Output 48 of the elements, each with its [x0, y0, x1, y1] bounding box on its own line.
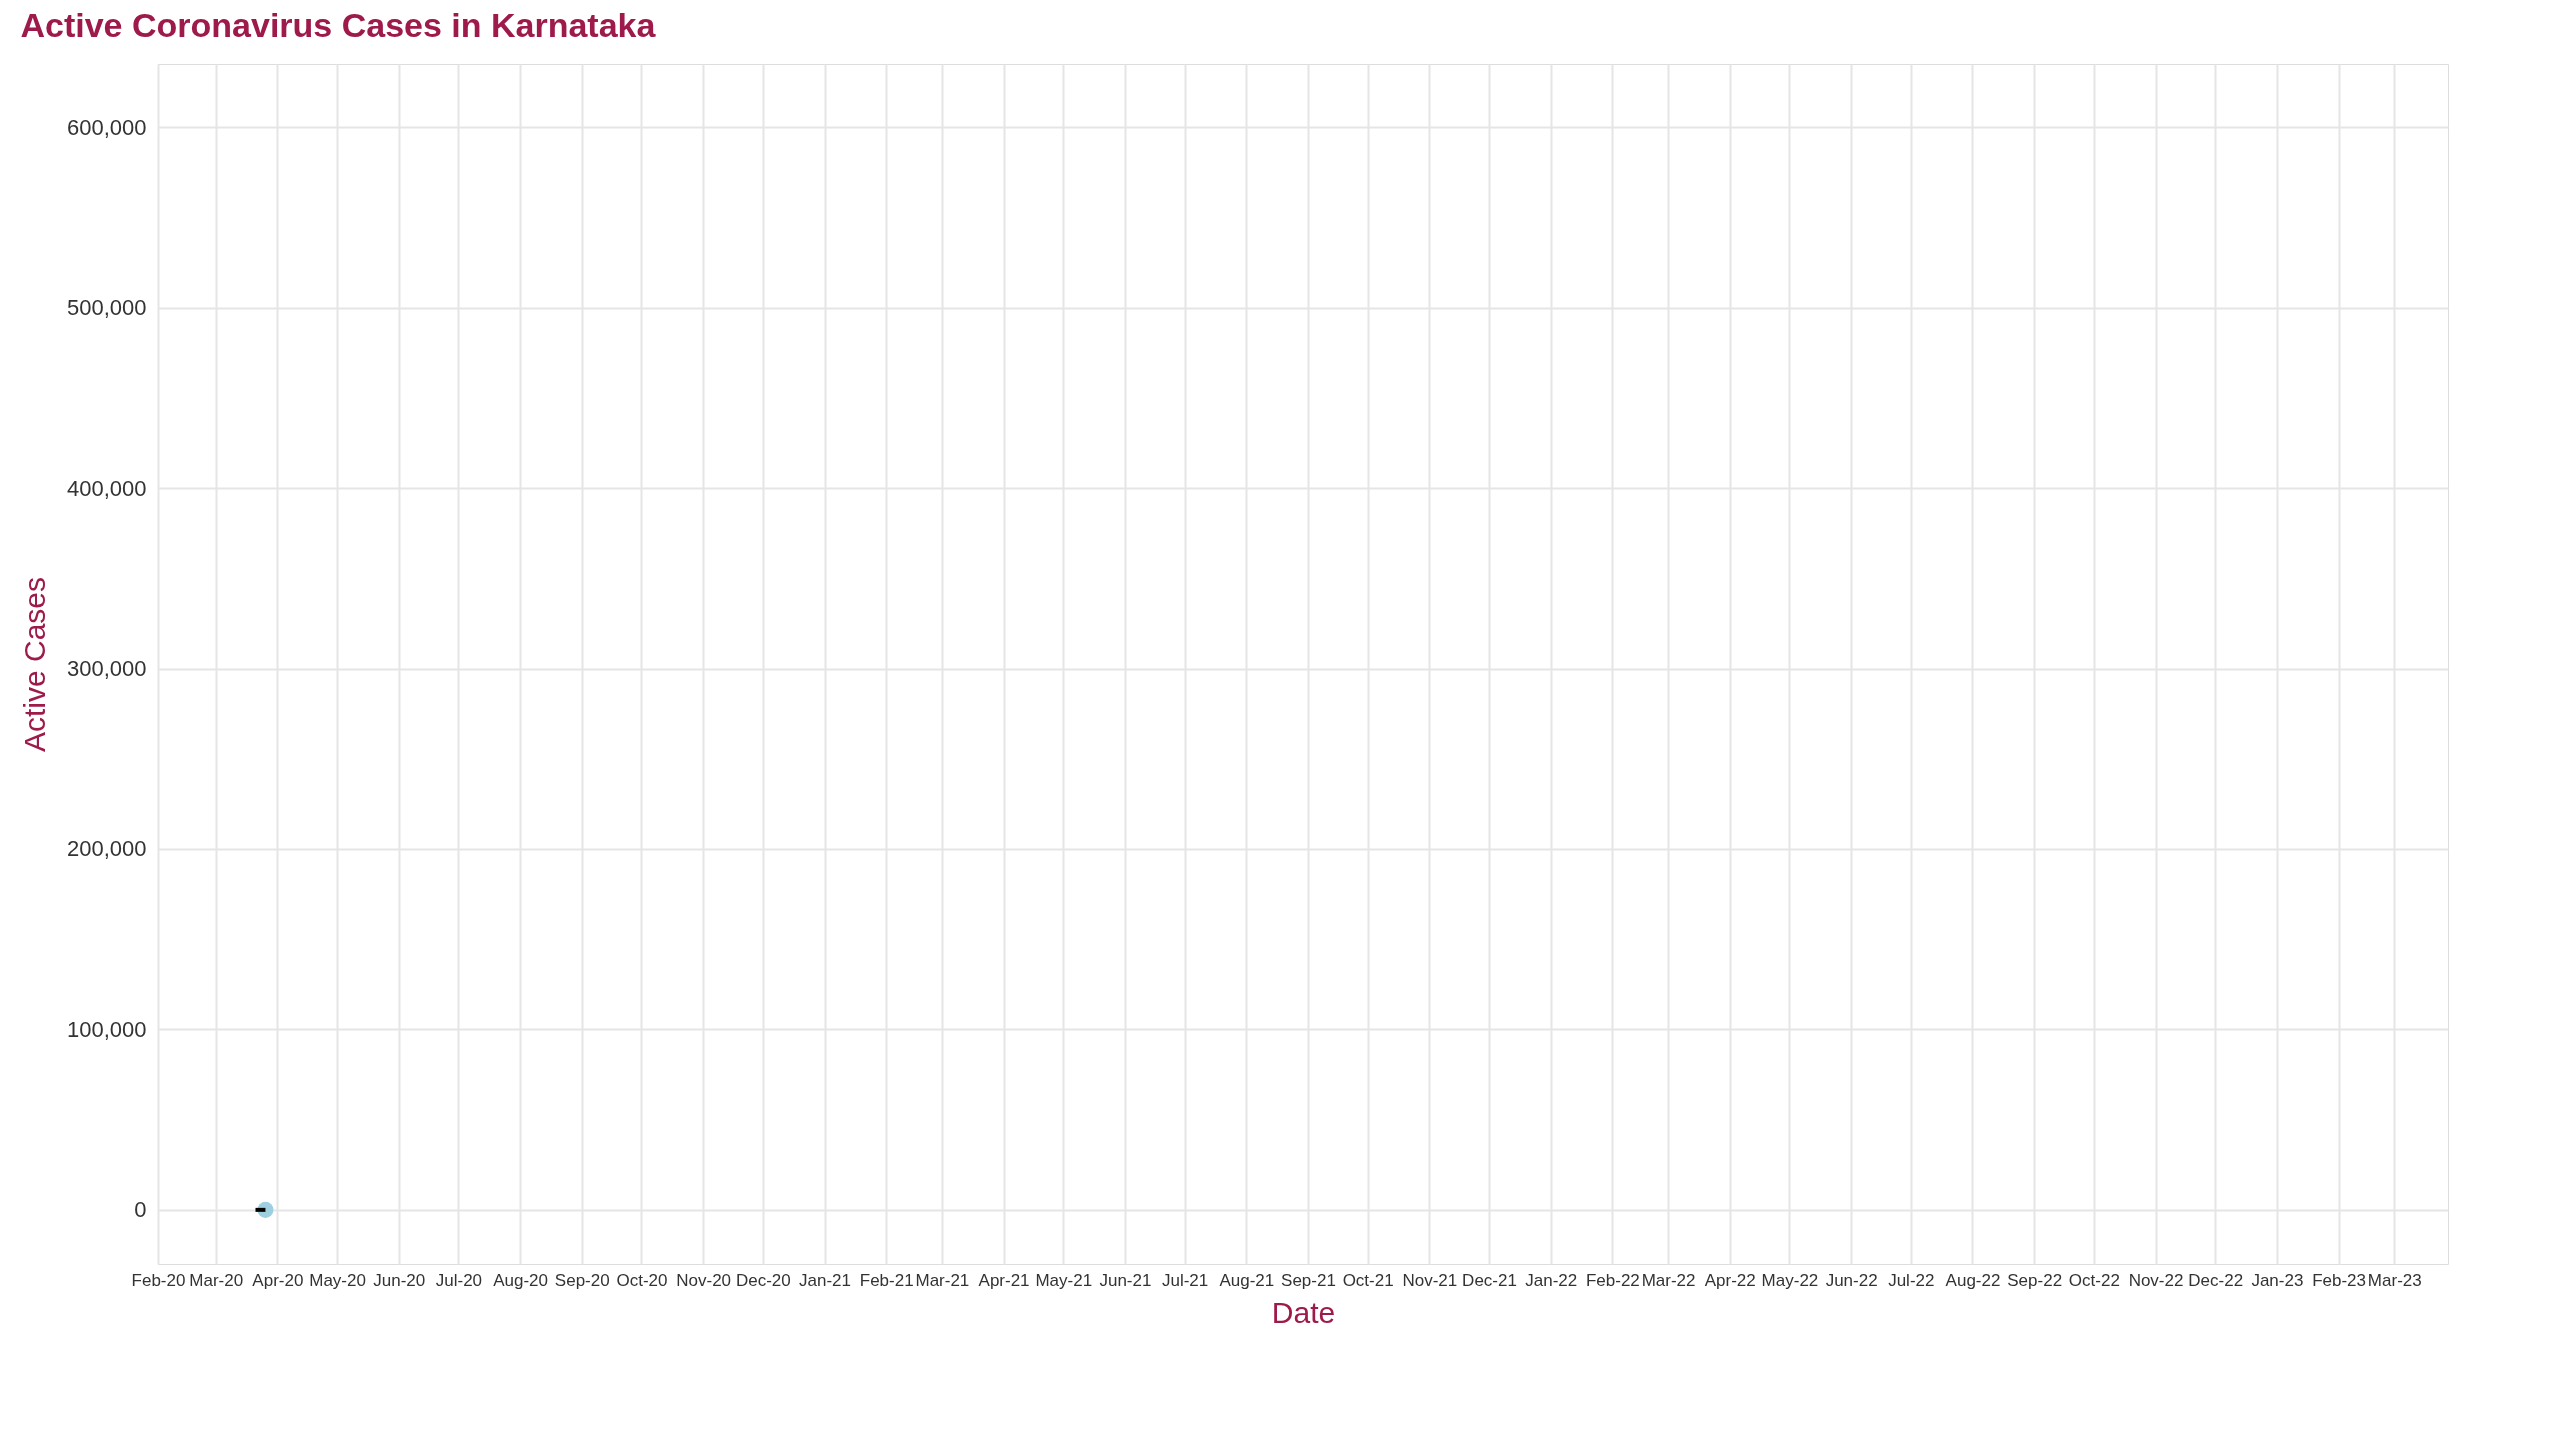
x-tick-label: Feb-20	[131, 1270, 186, 1290]
x-tick-label: Mar-22	[1641, 1270, 1696, 1290]
x-tick-label: Apr-20	[252, 1270, 304, 1290]
x-tick-label: Jun-20	[373, 1270, 426, 1290]
x-tick-label: Jun-22	[1825, 1270, 1878, 1290]
x-tick-label: Feb-23	[2312, 1270, 2367, 1290]
x-tick-label: Jan-22	[1525, 1270, 1578, 1290]
x-tick-label: Oct-21	[1342, 1270, 1394, 1290]
y-tick-label: 0	[134, 1197, 147, 1223]
chart-title: Active Coronavirus Cases in Karnataka	[20, 6, 657, 44]
x-tick-label: Mar-20	[189, 1270, 244, 1290]
x-tick-label: Dec-21	[1462, 1270, 1517, 1290]
y-tick-label: 300,000	[66, 656, 147, 682]
x-tick-label: Oct-20	[616, 1270, 668, 1290]
x-tick-label: Sep-21	[1281, 1270, 1336, 1290]
x-tick-label: Sep-20	[554, 1270, 610, 1290]
x-tick-label: Jul-20	[435, 1270, 483, 1290]
y-tick-label: 400,000	[66, 475, 147, 501]
x-tick-label: Jan-21	[799, 1270, 851, 1290]
x-tick-label: Mar-21	[915, 1270, 970, 1290]
x-tick-label: Dec-20	[735, 1270, 791, 1290]
x-tick-label: May-21	[1035, 1270, 1093, 1290]
y-tick-label: 600,000	[66, 114, 147, 140]
x-tick-label: Dec-22	[2188, 1270, 2244, 1290]
x-tick-label: Oct-22	[2068, 1270, 2120, 1290]
x-tick-label: Jun-21	[1099, 1270, 1152, 1290]
x-tick-label: Feb-21	[859, 1270, 914, 1290]
x-tick-label: Jul-21	[1161, 1270, 1209, 1290]
x-tick-label: Aug-21	[1219, 1270, 1275, 1290]
x-axis-title: Date	[1271, 1295, 1336, 1329]
y-axis-title: Active Cases	[17, 576, 51, 753]
x-tick-label: Aug-20	[493, 1270, 549, 1290]
x-tick-label: Nov-21	[1402, 1270, 1458, 1290]
x-tick-label: Sep-22	[2007, 1270, 2063, 1290]
x-tick-label: May-20	[309, 1270, 366, 1290]
x-tick-label: Mar-23	[2367, 1270, 2422, 1290]
x-tick-label: Jan-23	[2251, 1270, 2304, 1290]
x-tick-label: Nov-22	[2128, 1270, 2184, 1290]
x-tick-label: Apr-21	[978, 1270, 1030, 1290]
x-tick-label: Apr-22	[1704, 1270, 1756, 1290]
y-tick-label: 200,000	[66, 836, 147, 862]
x-tick-label: Jul-22	[1888, 1270, 1935, 1290]
x-tick-label: Feb-22	[1585, 1270, 1640, 1290]
y-tick-label: 100,000	[66, 1016, 147, 1042]
x-tick-label: May-22	[1761, 1270, 1819, 1290]
y-tick-label: 500,000	[66, 295, 147, 321]
x-tick-label: Aug-22	[1945, 1270, 2001, 1290]
x-tick-label: Nov-20	[676, 1270, 732, 1290]
